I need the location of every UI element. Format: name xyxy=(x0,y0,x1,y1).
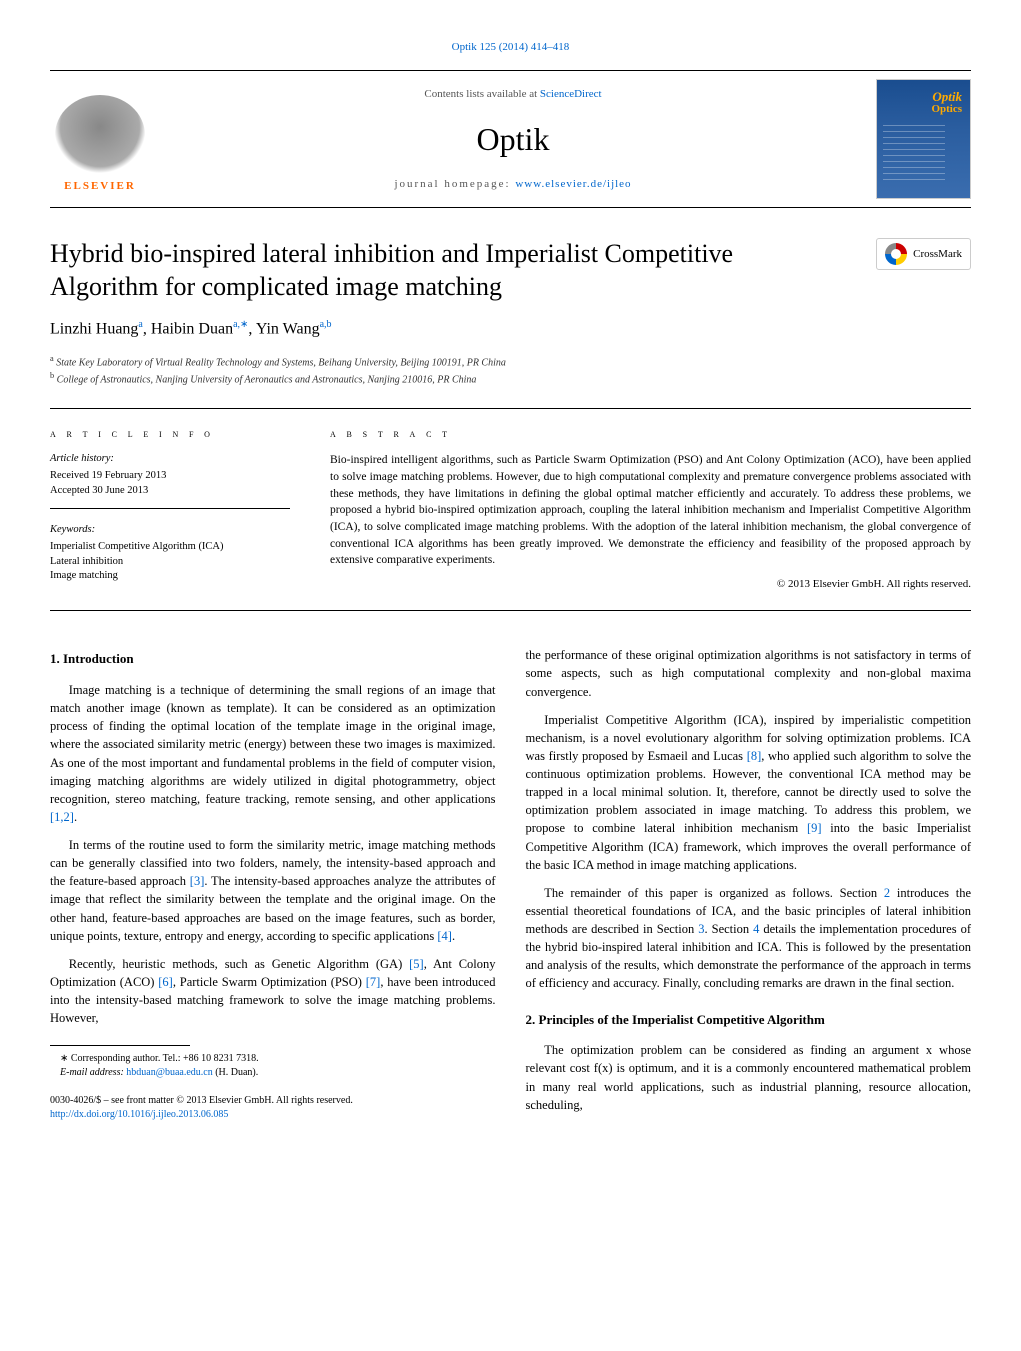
journal-homepage: journal homepage: www.elsevier.de/ijleo xyxy=(150,177,876,192)
column-right: the performance of these original optimi… xyxy=(526,646,972,1124)
para-2-end: . xyxy=(452,929,455,943)
abstract-text: Bio-inspired intelligent algorithms, suc… xyxy=(330,452,971,569)
body-columns: 1. Introduction Image matching is a tech… xyxy=(50,646,971,1124)
para-3-cont: the performance of these original optimi… xyxy=(526,646,972,700)
info-abstract-row: a r t i c l e i n f o Article history: R… xyxy=(50,408,971,611)
para-1-text: Image matching is a technique of determi… xyxy=(50,683,496,806)
history-block: Article history: Received 19 February 20… xyxy=(50,452,290,509)
para-5c: . Section xyxy=(705,922,754,936)
email-line: E-mail address: hbduan@buaa.edu.cn (H. D… xyxy=(50,1066,496,1080)
received-date: Received 19 February 2013 xyxy=(50,469,290,484)
keyword-2: Lateral inhibition xyxy=(50,555,290,570)
abstract-block: a b s t r a c t Bio-inspired intelligent… xyxy=(310,409,971,610)
crossmark-badge[interactable]: CrossMark xyxy=(876,238,971,270)
para-6-text: The optimization problem can be consider… xyxy=(526,1043,972,1111)
para-5: The remainder of this paper is organized… xyxy=(526,884,972,993)
para-4: Imperialist Competitive Algorithm (ICA),… xyxy=(526,711,972,874)
cover-lines-icon xyxy=(883,125,945,185)
cover-brand-sub: Optics xyxy=(931,102,962,117)
elsevier-text: ELSEVIER xyxy=(64,179,136,194)
para-2: In terms of the routine used to form the… xyxy=(50,836,496,945)
ref-6[interactable]: [6] xyxy=(158,975,173,989)
contents-prefix: Contents lists available at xyxy=(424,88,539,100)
journal-name: Optik xyxy=(150,117,876,162)
affiliations: a State Key Laboratory of Virtual Realit… xyxy=(50,353,971,388)
author-2-sup[interactable]: a,∗ xyxy=(233,319,248,330)
elsevier-logo[interactable]: ELSEVIER xyxy=(50,84,150,194)
footnote-rule xyxy=(50,1045,190,1046)
journal-cover-thumb[interactable]: Optik Optics xyxy=(876,79,971,199)
title-row: Hybrid bio-inspired lateral inhibition a… xyxy=(50,238,971,303)
ref-5[interactable]: [5] xyxy=(409,957,424,971)
email-label: E-mail address: xyxy=(60,1067,126,1078)
para-3: Recently, heuristic methods, such as Gen… xyxy=(50,955,496,1028)
author-3: Yin Wang xyxy=(256,321,320,338)
affiliation-b-text: College of Astronautics, Nanjing Univers… xyxy=(57,375,477,386)
para-1: Image matching is a technique of determi… xyxy=(50,681,496,826)
affiliation-a-text: State Key Laboratory of Virtual Reality … xyxy=(56,357,506,368)
affiliation-a: a State Key Laboratory of Virtual Realit… xyxy=(50,353,971,370)
elsevier-tree-icon xyxy=(55,95,145,175)
contents-available: Contents lists available at ScienceDirec… xyxy=(150,87,876,102)
author-1: Linzhi Huang xyxy=(50,321,138,338)
copyright-footer: 0030-4026/$ – see front matter © 2013 El… xyxy=(50,1094,496,1122)
citation-bar: Optik 125 (2014) 414–418 xyxy=(50,40,971,55)
doi-link[interactable]: http://dx.doi.org/10.1016/j.ijleo.2013.0… xyxy=(50,1109,228,1120)
keyword-1: Imperialist Competitive Algorithm (ICA) xyxy=(50,540,290,555)
email-suffix: (H. Duan). xyxy=(213,1067,259,1078)
history-label: Article history: xyxy=(50,452,290,467)
citation-link[interactable]: Optik 125 (2014) 414–418 xyxy=(452,41,570,53)
keywords-block: Keywords: Imperialist Competitive Algori… xyxy=(50,523,290,584)
homepage-prefix: journal homepage: xyxy=(394,178,515,190)
keyword-3: Image matching xyxy=(50,569,290,584)
author-1-sup[interactable]: a xyxy=(138,319,142,330)
section-1-heading: 1. Introduction xyxy=(50,650,496,669)
accepted-date: Accepted 30 June 2013 xyxy=(50,484,290,499)
abstract-copyright: © 2013 Elsevier GmbH. All rights reserve… xyxy=(330,577,971,592)
ref-7[interactable]: [7] xyxy=(366,975,381,989)
ref-4[interactable]: [4] xyxy=(437,929,452,943)
keywords-label: Keywords: xyxy=(50,523,290,538)
ref-3[interactable]: [3] xyxy=(190,874,205,888)
abstract-heading: a b s t r a c t xyxy=(330,427,971,442)
author-2: Haibin Duan xyxy=(151,321,233,338)
column-left: 1. Introduction Image matching is a tech… xyxy=(50,646,496,1124)
article-info-heading: a r t i c l e i n f o xyxy=(50,427,290,442)
section-2-heading: 2. Principles of the Imperialist Competi… xyxy=(526,1011,972,1030)
journal-header: ELSEVIER Contents lists available at Sci… xyxy=(50,70,971,208)
sciencedirect-link[interactable]: ScienceDirect xyxy=(540,88,602,100)
para-3c: , Particle Swarm Optimization (PSO) xyxy=(173,975,366,989)
ref-8[interactable]: [8] xyxy=(747,749,762,763)
author-3-sup[interactable]: a,b xyxy=(320,319,332,330)
para-1-end: . xyxy=(74,810,77,824)
article-title: Hybrid bio-inspired lateral inhibition a… xyxy=(50,238,830,303)
email-link[interactable]: hbduan@buaa.edu.cn xyxy=(126,1067,212,1078)
para-5a: The remainder of this paper is organized… xyxy=(544,886,884,900)
crossmark-icon xyxy=(885,243,907,265)
para-6: The optimization problem can be consider… xyxy=(526,1041,972,1114)
ref-1-2[interactable]: [1,2] xyxy=(50,810,74,824)
article-info: a r t i c l e i n f o Article history: R… xyxy=(50,409,310,610)
front-matter-line: 0030-4026/$ – see front matter © 2013 El… xyxy=(50,1094,496,1108)
header-center: Contents lists available at ScienceDirec… xyxy=(150,87,876,193)
authors-line: Linzhi Huanga, Haibin Duana,∗, Yin Wanga… xyxy=(50,318,971,341)
para-3a: Recently, heuristic methods, such as Gen… xyxy=(69,957,409,971)
ref-9[interactable]: [9] xyxy=(807,821,822,835)
corresponding-author: ∗ Corresponding author. Tel.: +86 10 823… xyxy=(50,1052,496,1066)
crossmark-label: CrossMark xyxy=(913,247,962,262)
homepage-link[interactable]: www.elsevier.de/ijleo xyxy=(515,178,631,190)
affiliation-b: b College of Astronautics, Nanjing Unive… xyxy=(50,370,971,387)
